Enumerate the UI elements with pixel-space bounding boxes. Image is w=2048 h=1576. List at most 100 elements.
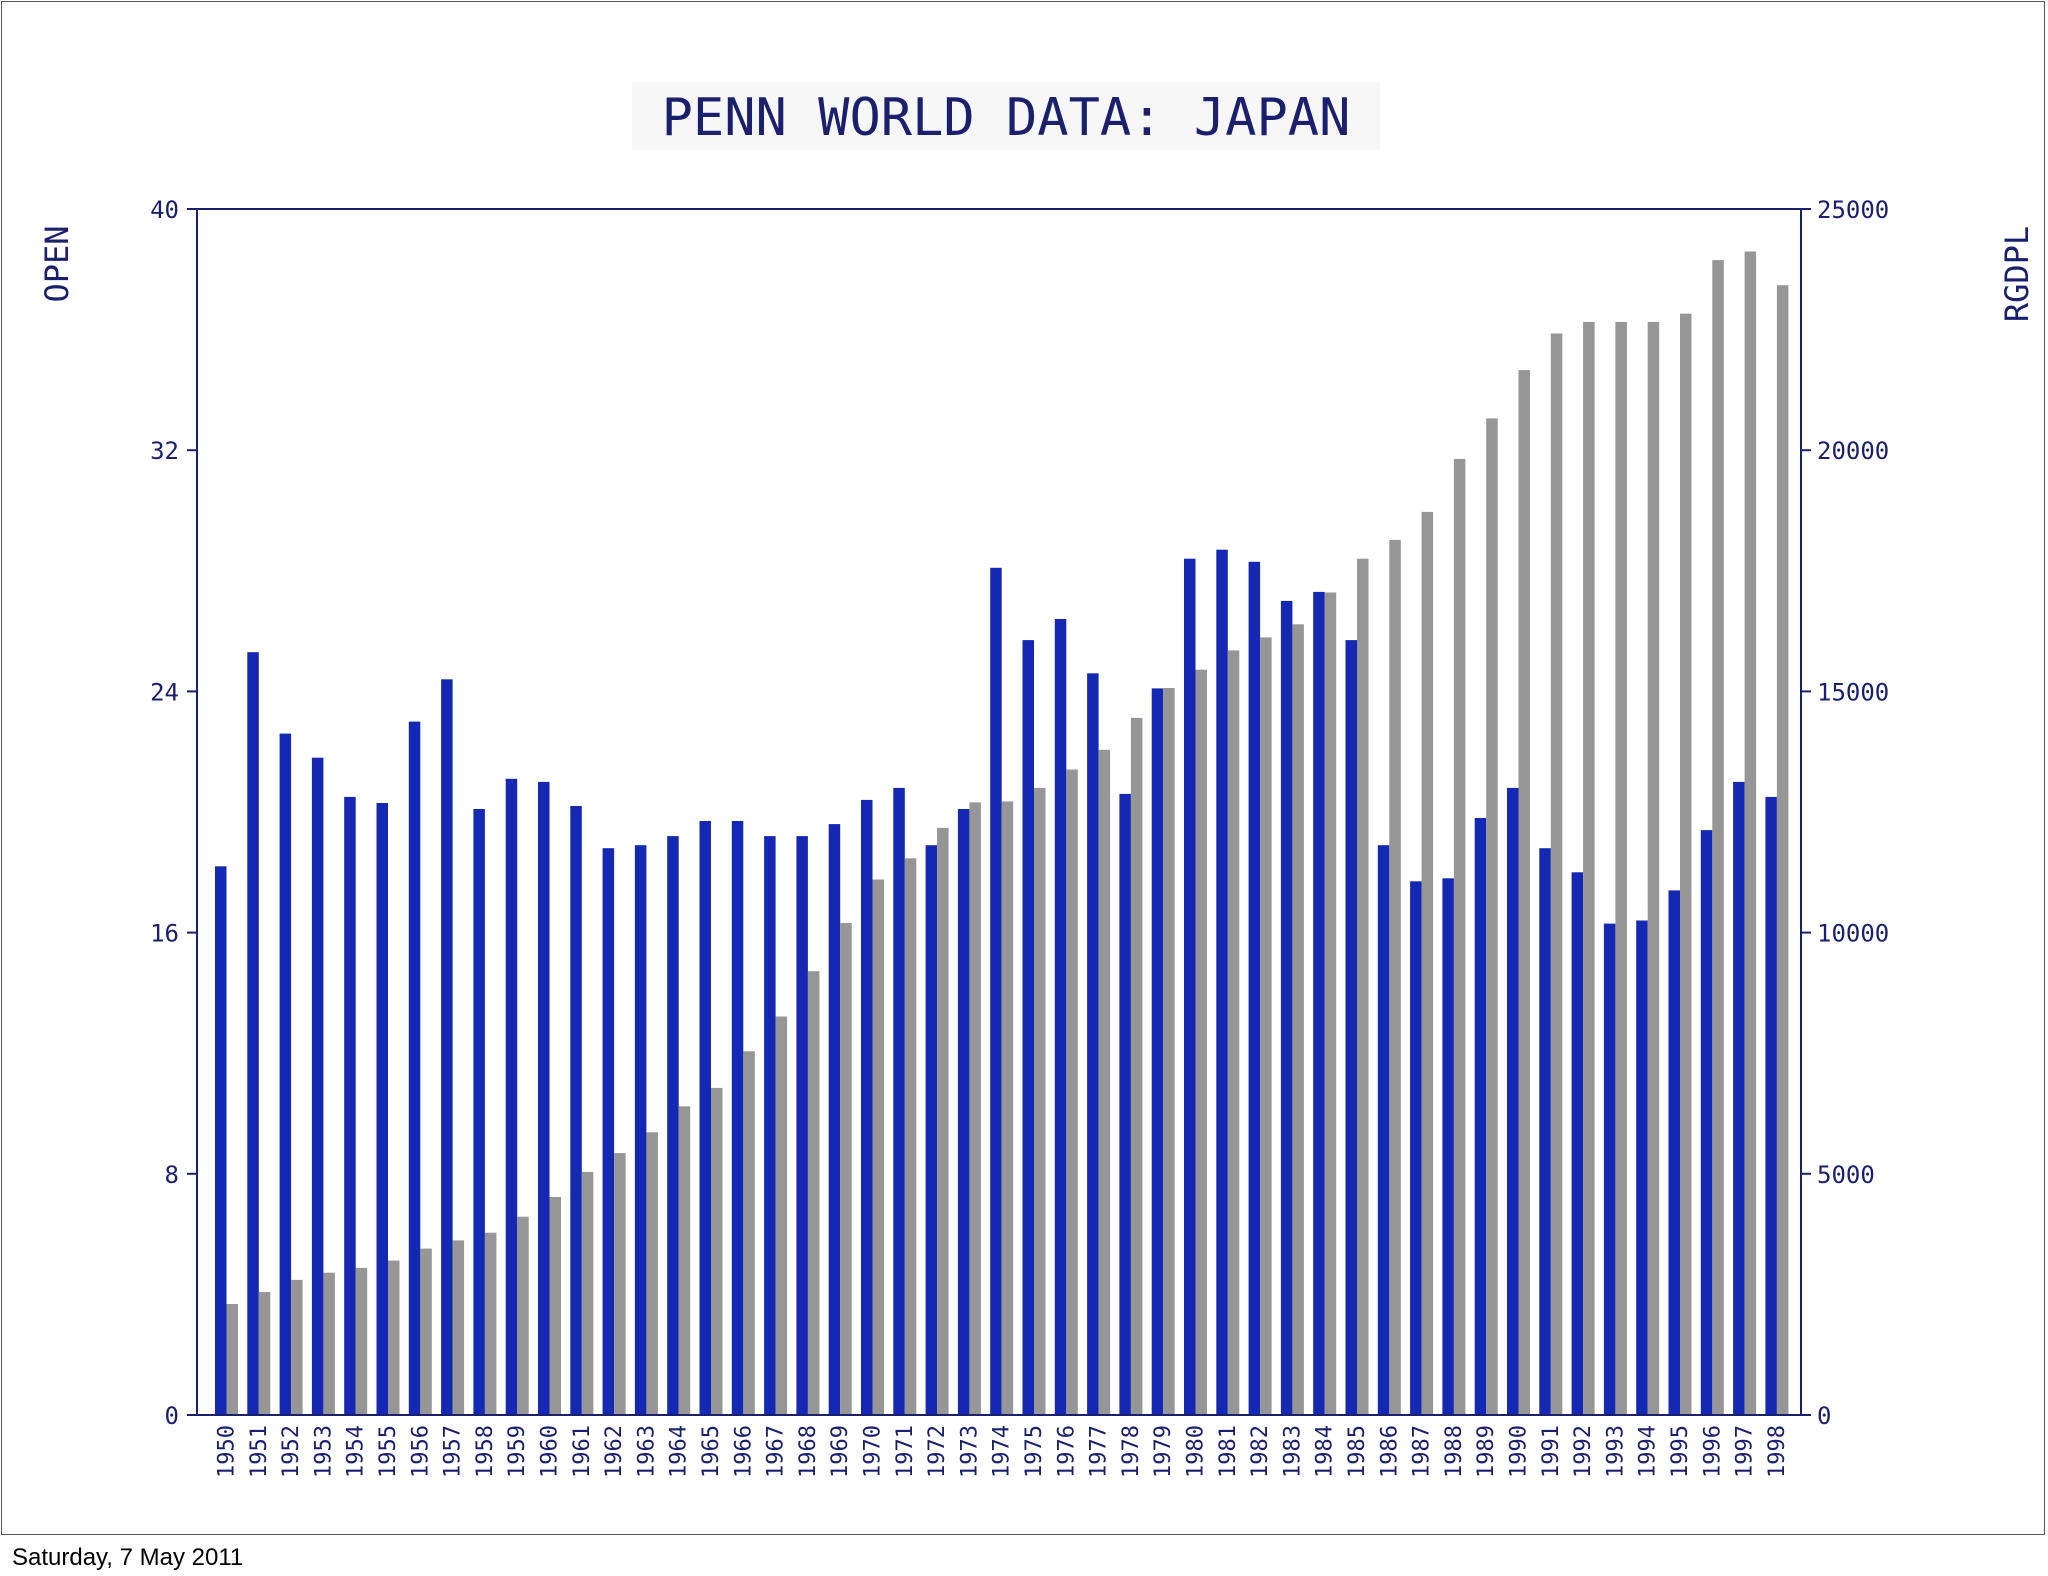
bar-open-1967 xyxy=(764,836,776,1415)
x-tick-label-1955: 1955 xyxy=(376,1425,401,1478)
bars-group xyxy=(215,251,1789,1416)
bar-open-1954 xyxy=(344,796,356,1415)
bar-rgdpl-1982 xyxy=(1260,637,1272,1415)
bar-rgdpl-1954 xyxy=(355,1267,368,1415)
chart-title-background xyxy=(632,82,1380,150)
x-tick-label-1979: 1979 xyxy=(1151,1425,1176,1478)
bar-rgdpl-1983 xyxy=(1292,624,1304,1415)
x-tick-label-1962: 1962 xyxy=(602,1425,627,1478)
x-tick-label-1951: 1951 xyxy=(247,1425,272,1478)
x-tick-label-1994: 1994 xyxy=(1636,1425,1661,1478)
x-tick-label-1987: 1987 xyxy=(1410,1425,1435,1478)
bar-rgdpl-1956 xyxy=(420,1248,432,1415)
bar-rgdpl-1968 xyxy=(807,971,820,1415)
x-tick-label-1950: 1950 xyxy=(215,1425,240,1478)
x-tick-label-1969: 1969 xyxy=(828,1425,853,1478)
x-tick-label-1989: 1989 xyxy=(1474,1425,1499,1478)
bar-rgdpl-1997 xyxy=(1744,251,1757,1415)
bar-open-1966 xyxy=(731,821,744,1415)
bar-rgdpl-1969 xyxy=(840,923,852,1415)
bar-open-1997 xyxy=(1733,781,1745,1415)
bar-open-1955 xyxy=(376,803,388,1415)
bar-open-1998 xyxy=(1765,796,1777,1415)
x-tick-label-1993: 1993 xyxy=(1603,1425,1628,1478)
bar-open-1958 xyxy=(473,809,485,1415)
bar-rgdpl-1971 xyxy=(904,858,917,1415)
bar-rgdpl-1991 xyxy=(1550,333,1563,1415)
x-tick-label-1961: 1961 xyxy=(570,1425,595,1478)
bar-open-1987 xyxy=(1410,881,1422,1415)
bar-open-1975 xyxy=(1022,640,1034,1415)
bar-open-1977 xyxy=(1087,673,1099,1415)
bar-rgdpl-1953 xyxy=(323,1272,335,1415)
bar-open-1952 xyxy=(279,733,292,1415)
x-tick-label-1995: 1995 xyxy=(1668,1425,1693,1478)
y-right-tick-label: 10000 xyxy=(1817,920,1889,948)
bar-open-1956 xyxy=(408,721,421,1415)
bar-open-1969 xyxy=(828,824,841,1415)
bar-open-1960 xyxy=(538,781,550,1415)
x-tick-label-1975: 1975 xyxy=(1022,1425,1047,1478)
bar-rgdpl-1978 xyxy=(1130,717,1143,1415)
bar-open-1973 xyxy=(957,809,970,1415)
x-tick-label-1965: 1965 xyxy=(699,1425,724,1478)
bar-rgdpl-1994 xyxy=(1647,321,1660,1415)
x-tick-label-1971: 1971 xyxy=(893,1425,918,1478)
x-tick-label-1990: 1990 xyxy=(1507,1425,1532,1478)
bar-rgdpl-1975 xyxy=(1034,787,1046,1415)
x-tick-label-1967: 1967 xyxy=(764,1425,789,1478)
bar-open-1992 xyxy=(1571,872,1584,1415)
bar-rgdpl-1998 xyxy=(1776,285,1789,1416)
x-tick-label-1972: 1972 xyxy=(925,1425,950,1478)
bar-rgdpl-1980 xyxy=(1195,669,1207,1415)
y-left-tick-label: 24 xyxy=(150,678,179,706)
x-tick-label-1966: 1966 xyxy=(731,1425,756,1478)
bar-rgdpl-1970 xyxy=(872,879,884,1415)
x-tick-label-1981: 1981 xyxy=(1216,1425,1241,1478)
y-right-tick-label: 15000 xyxy=(1817,678,1889,706)
bar-open-1965 xyxy=(699,821,711,1415)
x-tick-label-1992: 1992 xyxy=(1571,1425,1596,1478)
bar-rgdpl-1976 xyxy=(1066,769,1078,1415)
bar-open-1961 xyxy=(570,806,582,1415)
x-tick-label-1988: 1988 xyxy=(1442,1425,1467,1478)
bar-open-1972 xyxy=(925,845,938,1415)
bar-rgdpl-1950 xyxy=(226,1304,238,1415)
y-left-tick-label: 0 xyxy=(165,1402,179,1430)
x-tick-label-1959: 1959 xyxy=(505,1425,530,1478)
bar-open-1950 xyxy=(215,866,227,1415)
bar-rgdpl-1979 xyxy=(1163,688,1175,1415)
bar-rgdpl-1974 xyxy=(1001,801,1014,1415)
y-axis-right-label: RGDPL xyxy=(1998,226,2036,322)
y-left-tick-label: 16 xyxy=(150,920,179,948)
bar-open-1970 xyxy=(861,799,873,1415)
bar-open-1979 xyxy=(1151,688,1164,1415)
bar-rgdpl-1965 xyxy=(711,1087,723,1415)
bar-open-1990 xyxy=(1507,787,1519,1415)
bar-rgdpl-1988 xyxy=(1453,458,1466,1415)
x-tick-label-1957: 1957 xyxy=(441,1425,466,1478)
bar-rgdpl-1984 xyxy=(1324,592,1337,1415)
bar-rgdpl-1985 xyxy=(1357,558,1369,1415)
bar-rgdpl-1993 xyxy=(1615,321,1627,1415)
bar-open-1994 xyxy=(1636,920,1648,1415)
bar-rgdpl-1967 xyxy=(775,1016,788,1415)
bar-open-1991 xyxy=(1539,848,1551,1415)
bar-rgdpl-1987 xyxy=(1421,511,1434,1415)
x-tick-label-1985: 1985 xyxy=(1345,1425,1370,1478)
x-tick-label-1977: 1977 xyxy=(1087,1425,1112,1478)
bar-rgdpl-1961 xyxy=(581,1171,594,1415)
bar-rgdpl-1966 xyxy=(743,1051,755,1415)
bar-open-1981 xyxy=(1216,549,1228,1415)
bar-open-1984 xyxy=(1313,591,1325,1415)
bar-rgdpl-1951 xyxy=(258,1292,271,1415)
bar-rgdpl-1990 xyxy=(1518,370,1530,1416)
x-tick-label-1968: 1968 xyxy=(796,1425,821,1478)
x-tick-label-1954: 1954 xyxy=(344,1425,369,1478)
bar-open-1959 xyxy=(505,778,518,1415)
bar-open-1957 xyxy=(441,679,453,1415)
y-left-tick-label: 40 xyxy=(150,196,179,224)
x-tick-label-1963: 1963 xyxy=(634,1425,659,1478)
y-right-tick-label: 0 xyxy=(1817,1402,1831,1430)
bar-open-1962 xyxy=(602,848,615,1415)
